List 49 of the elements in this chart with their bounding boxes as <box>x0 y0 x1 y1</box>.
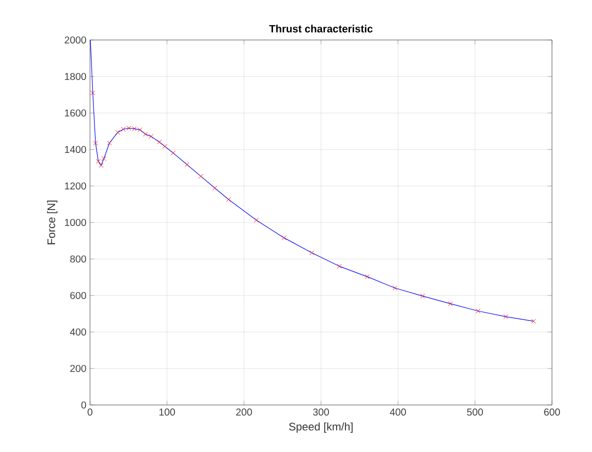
point <box>337 264 342 269</box>
point <box>476 308 480 314</box>
point <box>198 174 204 179</box>
point <box>309 250 314 256</box>
point <box>254 218 259 222</box>
point <box>420 294 426 298</box>
point <box>531 318 536 324</box>
y-tick-label: 600 <box>70 292 86 300</box>
point <box>184 162 190 168</box>
y-tick-label: 0 <box>81 401 86 409</box>
point <box>148 134 154 139</box>
point <box>212 186 218 190</box>
y-tick-label: 800 <box>70 255 86 263</box>
point <box>93 140 98 146</box>
point <box>170 150 176 156</box>
y-tick-label: 1400 <box>64 146 86 154</box>
y-tick-label: 1800 <box>64 72 86 80</box>
point <box>156 140 162 144</box>
chart-title: Thrust characteristic <box>269 24 373 32</box>
point <box>448 301 453 306</box>
y-tick-label: 1200 <box>64 182 86 190</box>
point <box>392 286 398 290</box>
y-tick-label: 1000 <box>64 218 86 226</box>
x-tick-label: 300 <box>313 408 329 416</box>
point <box>282 235 286 240</box>
point <box>107 140 112 146</box>
x-axis-title: Speed [km/h] <box>289 422 353 433</box>
y-tick-label: 400 <box>70 328 86 336</box>
x-tick-label: 0 <box>88 408 92 416</box>
line-series <box>90 40 534 322</box>
point <box>90 90 96 96</box>
x-tick-label: 500 <box>467 408 483 416</box>
x-tick-label: 100 <box>159 408 175 416</box>
x-tick-label: 200 <box>236 408 252 416</box>
point <box>503 314 508 320</box>
point <box>98 163 104 168</box>
x-tick-label: 400 <box>390 408 406 416</box>
point <box>101 156 106 161</box>
y-tick-label: 1600 <box>64 109 86 117</box>
point <box>226 197 231 202</box>
y-axis-title: Force [N] <box>47 200 58 244</box>
x-tick-label: 600 <box>544 408 560 416</box>
point <box>364 274 370 280</box>
point <box>162 144 168 149</box>
point <box>96 158 101 164</box>
point <box>143 132 148 137</box>
y-tick-label: 200 <box>70 364 86 372</box>
point <box>115 130 120 135</box>
y-tick-label: 2000 <box>64 36 86 44</box>
